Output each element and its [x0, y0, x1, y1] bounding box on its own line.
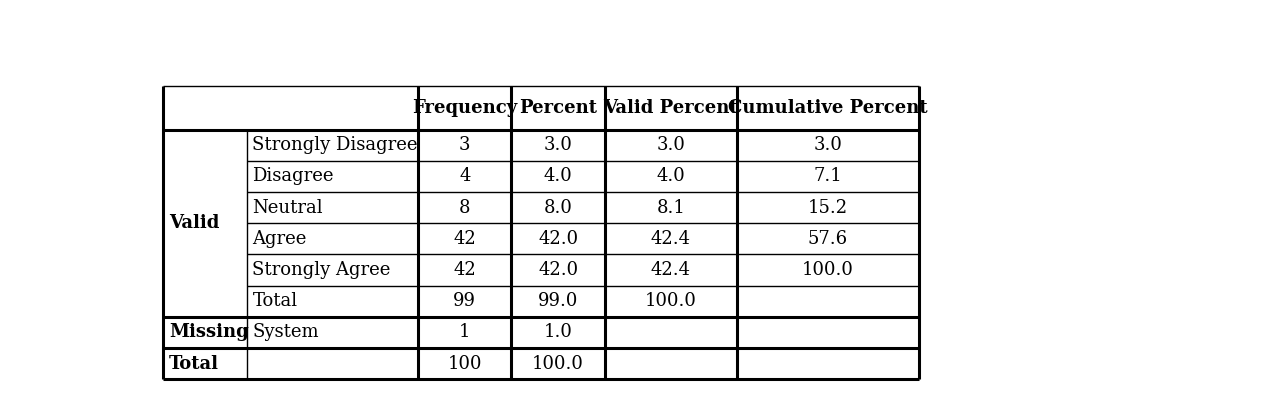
Text: 99.0: 99.0	[538, 292, 579, 310]
Text: 15.2: 15.2	[808, 198, 848, 217]
Text: 42.0: 42.0	[538, 261, 579, 279]
Text: 4: 4	[460, 167, 471, 185]
Text: Valid Percent: Valid Percent	[604, 99, 738, 117]
Text: 100.0: 100.0	[532, 354, 584, 373]
Text: 42: 42	[453, 261, 476, 279]
Text: Strongly Agree: Strongly Agree	[252, 261, 391, 279]
Text: Strongly Disagree: Strongly Disagree	[252, 136, 418, 154]
Text: 4.0: 4.0	[657, 167, 685, 185]
Text: 3.0: 3.0	[657, 136, 685, 154]
Text: Valid: Valid	[170, 214, 219, 232]
Text: Agree: Agree	[252, 230, 306, 248]
Text: Missing: Missing	[170, 323, 249, 341]
Text: 42.0: 42.0	[538, 230, 579, 248]
Text: 1: 1	[460, 323, 471, 341]
Text: 3.0: 3.0	[543, 136, 572, 154]
Text: System: System	[252, 323, 319, 341]
Text: 3.0: 3.0	[814, 136, 842, 154]
Text: 1.0: 1.0	[543, 323, 572, 341]
Text: Total: Total	[252, 292, 298, 310]
Text: 8: 8	[460, 198, 471, 217]
Text: Disagree: Disagree	[252, 167, 334, 185]
Text: 42.4: 42.4	[651, 261, 691, 279]
Text: 57.6: 57.6	[808, 230, 848, 248]
Text: 100: 100	[448, 354, 482, 373]
Text: 4.0: 4.0	[543, 167, 572, 185]
Text: 42.4: 42.4	[651, 230, 691, 248]
Text: 100.0: 100.0	[644, 292, 696, 310]
Text: 3: 3	[460, 136, 471, 154]
Text: 100.0: 100.0	[801, 261, 853, 279]
Text: 42: 42	[453, 230, 476, 248]
Text: Frequency: Frequency	[413, 99, 518, 117]
Text: Total: Total	[170, 354, 219, 373]
Text: Cumulative Percent: Cumulative Percent	[728, 99, 928, 117]
Text: 8.1: 8.1	[657, 198, 685, 217]
Text: Percent: Percent	[519, 99, 598, 117]
Text: 8.0: 8.0	[543, 198, 572, 217]
Text: 7.1: 7.1	[814, 167, 842, 185]
Text: Neutral: Neutral	[252, 198, 323, 217]
Text: 99: 99	[453, 292, 476, 310]
